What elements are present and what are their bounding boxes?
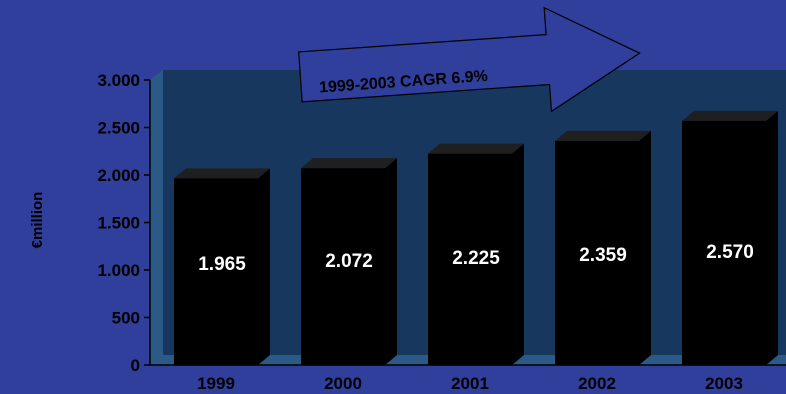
bar bbox=[555, 140, 639, 365]
bar-value-label: 1.965 bbox=[198, 254, 246, 275]
x-category-label: 2001 bbox=[451, 374, 489, 393]
bar-side bbox=[639, 130, 651, 365]
bar bbox=[682, 120, 766, 365]
bar bbox=[301, 168, 385, 365]
x-axis-categories: 1999 2000 2001 2002 2003 bbox=[197, 374, 743, 393]
bar-side bbox=[512, 143, 524, 365]
bar-top bbox=[174, 168, 270, 179]
bar-top bbox=[301, 158, 397, 169]
y-tick-label: 0 bbox=[131, 356, 140, 375]
bar-side bbox=[258, 168, 270, 365]
bar-side bbox=[766, 110, 778, 365]
bar-value-label: 2.570 bbox=[706, 242, 754, 263]
bar bbox=[174, 178, 258, 365]
bar-side bbox=[385, 158, 397, 365]
x-category-label: 1999 bbox=[197, 374, 235, 393]
x-category-label: 2002 bbox=[578, 374, 616, 393]
y-axis-ticks: 0 500 1.000 1.500 2.000 2.500 3.000 bbox=[97, 71, 150, 375]
bar-value-label: 2.225 bbox=[452, 248, 500, 269]
y-tick-label: 3.000 bbox=[97, 71, 140, 90]
y-tick-label: 2.500 bbox=[97, 119, 140, 138]
bar bbox=[428, 153, 512, 365]
cagr-arrow-shape bbox=[298, 6, 641, 113]
bar-value-label: 2.072 bbox=[325, 251, 373, 272]
plot-side-wall bbox=[150, 70, 163, 365]
bars-group: 1.965 2.072 2.225 2.359 2.570 bbox=[174, 110, 778, 365]
x-category-label: 2000 bbox=[324, 374, 362, 393]
y-axis-label: €million bbox=[29, 192, 46, 249]
y-tick-label: 1.000 bbox=[97, 261, 140, 280]
bar-value-label: 2.359 bbox=[579, 245, 627, 266]
x-category-label: 2003 bbox=[705, 374, 743, 393]
bar-top bbox=[428, 143, 524, 154]
bar-top bbox=[555, 130, 651, 141]
y-tick-label: 500 bbox=[112, 309, 140, 328]
bar-top bbox=[682, 110, 778, 121]
y-tick-label: 1.500 bbox=[97, 214, 140, 233]
y-tick-label: 2.000 bbox=[97, 166, 140, 185]
